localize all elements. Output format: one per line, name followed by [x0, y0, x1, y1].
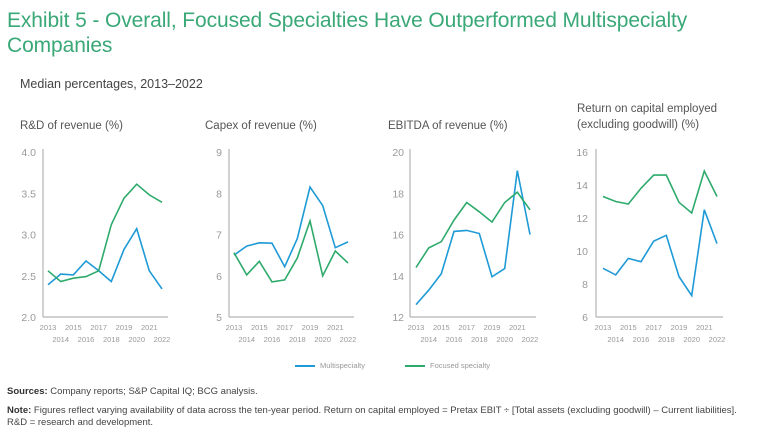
panel-title-roce-line-1: Return on capital employed [577, 103, 717, 115]
legend-item-multispecialty: Multispecialty [295, 361, 365, 370]
y-tick-label: 16 [576, 147, 588, 159]
panel-title-roce-line-2: (excluding goodwill) (%) [577, 119, 700, 131]
x-tick-label: 2019 [116, 323, 133, 332]
x-tick-label: 2017 [458, 323, 475, 332]
x-tick-label: 2022 [154, 335, 171, 344]
x-tick-label: 2020 [314, 335, 331, 344]
series-line-multispecialty [233, 185, 349, 269]
legend-swatch-focused [405, 364, 426, 367]
chart-roce: 6 8 10 12 14 16 2013 2014 2015 2016 2017 2018 2019 20… [576, 147, 725, 344]
legend-item-focused: Focused specialty [405, 361, 490, 370]
x-tick-label: 2016 [633, 335, 650, 344]
y-tick-label: 3.0 [21, 230, 36, 242]
series-line-multispecialty [602, 209, 718, 298]
x-tick-label: 2014 [52, 335, 69, 344]
legend: Multispecialty Focused specialty [295, 361, 490, 370]
chart-capex: 5 6 7 8 9 2013 2014 2015 2016 2017 2018 2019 2020 202… [216, 147, 356, 344]
series-line-multispecialty [47, 226, 163, 290]
x-tick-label: 2017 [90, 323, 107, 332]
exhibit-title: Exhibit 5 - Overall, Focused Specialties… [7, 9, 688, 57]
chart-rd: 2.0 2.5 3.0 3.5 4.0 2013 2014 2015 2016 2017 2018 2… [21, 147, 170, 344]
footnote: Note: Figures reflect varying availabili… [7, 405, 752, 429]
y-tick-label: 12 [392, 312, 404, 324]
sources-note: Sources: Company reports; S&P Capital IQ… [7, 386, 752, 398]
x-tick-label: 2021 [327, 323, 344, 332]
x-tick-label: 2014 [607, 335, 624, 344]
x-tick-label: 2021 [509, 323, 526, 332]
series-line-focused [415, 191, 531, 268]
y-tick-label: 20 [392, 147, 404, 159]
legend-label-multispecialty: Multispecialty [320, 361, 366, 370]
x-tick-label: 2022 [340, 335, 357, 344]
note-text: Figures reflect varying availability of … [7, 405, 737, 428]
exhibit-subtitle: Median percentages, 2013–2022 [20, 77, 203, 91]
x-tick-label: 2015 [65, 323, 82, 332]
x-tick-label: 2015 [433, 323, 450, 332]
chart-ebitda: 12 14 16 18 20 2013 2014 2015 2016 2017 2018 2019 20… [392, 147, 538, 344]
y-tick-label: 18 [392, 188, 404, 200]
note-label: Note: [7, 405, 32, 416]
x-tick-label: 2014 [420, 335, 437, 344]
x-tick-label: 2020 [496, 335, 513, 344]
sources-label: Sources: [7, 386, 48, 397]
panel-title-roce: Return on capital employed (excluding go… [577, 101, 717, 133]
series-line-focused [602, 168, 718, 215]
y-tick-label: 3.5 [21, 188, 36, 200]
x-tick-label: 2013 [226, 323, 243, 332]
x-tick-label: 2022 [522, 335, 539, 344]
x-tick-label: 2015 [251, 323, 268, 332]
y-tick-label: 2.5 [21, 271, 36, 283]
panel-title-rd: R&D of revenue (%) [20, 120, 123, 132]
y-tick-label: 6 [582, 312, 588, 324]
x-tick-label: 2019 [484, 323, 501, 332]
x-tick-label: 2018 [103, 335, 120, 344]
x-tick-label: 2016 [264, 335, 281, 344]
x-tick-label: 2020 [128, 335, 145, 344]
y-tick-label: 16 [392, 230, 404, 242]
x-tick-label: 2018 [289, 335, 306, 344]
x-tick-label: 2014 [238, 335, 255, 344]
y-tick-label: 6 [216, 271, 222, 283]
x-tick-label: 2015 [620, 323, 637, 332]
y-tick-label: 10 [576, 246, 588, 258]
series-line-focused [233, 217, 349, 283]
sources-text: Company reports; S&P Capital IQ; BCG ana… [47, 386, 258, 397]
y-tick-label: 14 [392, 271, 404, 283]
x-tick-label: 2018 [658, 335, 675, 344]
x-tick-label: 2013 [40, 323, 57, 332]
legend-label-focused: Focused specialty [430, 361, 491, 370]
y-tick-label: 12 [576, 213, 588, 225]
x-tick-label: 2018 [471, 335, 488, 344]
y-tick-label: 5 [216, 312, 222, 324]
x-tick-label: 2020 [683, 335, 700, 344]
series-line-multispecialty [415, 170, 531, 306]
y-tick-label: 8 [216, 188, 222, 200]
x-tick-label: 2021 [696, 323, 713, 332]
x-tick-label: 2021 [141, 323, 158, 332]
legend-swatch-multispecialty [295, 364, 315, 367]
x-tick-label: 2019 [671, 323, 688, 332]
y-tick-label: 2.0 [21, 312, 36, 324]
series-line-focused [47, 183, 163, 283]
y-tick-label: 8 [582, 279, 588, 291]
x-tick-label: 2017 [276, 323, 293, 332]
y-tick-label: 14 [576, 180, 588, 192]
y-tick-label: 4.0 [21, 147, 36, 159]
x-tick-label: 2013 [595, 323, 612, 332]
x-tick-label: 2017 [645, 323, 662, 332]
x-tick-label: 2013 [408, 323, 425, 332]
x-tick-label: 2022 [709, 335, 726, 344]
x-tick-label: 2019 [302, 323, 319, 332]
x-tick-label: 2016 [446, 335, 463, 344]
x-tick-label: 2016 [78, 335, 95, 344]
panel-title-ebitda: EBITDA of revenue (%) [388, 120, 508, 132]
y-tick-label: 7 [216, 230, 222, 242]
y-tick-label: 9 [216, 147, 222, 159]
panel-title-capex: Capex of revenue (%) [205, 120, 317, 132]
